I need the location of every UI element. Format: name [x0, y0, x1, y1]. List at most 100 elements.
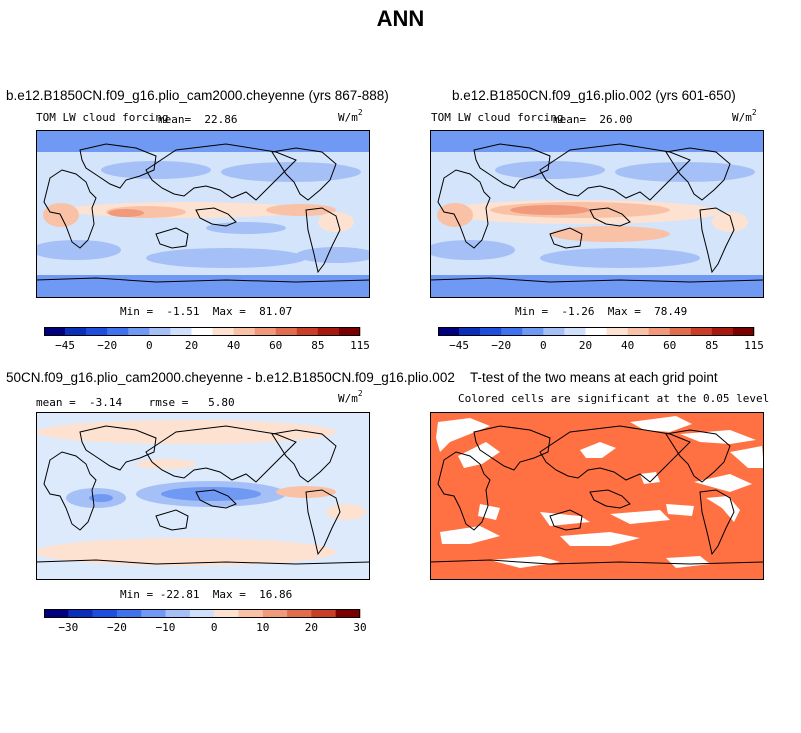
panel2-colorbar-swatch: [648, 327, 671, 336]
panel3-colorbar-swatch: [165, 609, 191, 618]
panel1-colorbar-tick-label: 0: [146, 339, 153, 352]
panel1-colorbar: −45 −20 0 20 40 60 85 115: [44, 327, 370, 352]
panel3-colorbar-swatch: [116, 609, 142, 618]
panel2-map: [430, 130, 764, 298]
panel1-colorbar-swatch: [212, 327, 234, 336]
panel1-colorbar-swatch: [170, 327, 192, 336]
panel3-colorbar-swatch: [68, 609, 93, 618]
panel2-stats: Min = -1.26 Max = 78.49: [515, 305, 688, 318]
panel1-colorbar-tick-label: −45: [55, 339, 75, 352]
panel4-coastlines: [430, 425, 764, 565]
panel4-title: T-test of the two means at each grid poi…: [470, 370, 718, 385]
panel1-colorbar-swatch: [275, 327, 298, 336]
panel2-colorbar-swatch: [543, 327, 565, 336]
panel2-mean-label: mean= 26.00: [553, 113, 633, 126]
panel2-colorbar-swatch: [438, 327, 460, 336]
panel3-title: 50CN.f09_g16.plio_cam2000.cheyenne - b.e…: [6, 370, 455, 385]
panel1-field: [36, 130, 370, 298]
panel1-colorbar-swatch: [44, 327, 66, 336]
panel1-colorbar-tick-label: 40: [227, 339, 240, 352]
panel2-colorbar-swatch: [732, 327, 755, 336]
panel3-colorbar-tick-label: −20: [107, 621, 127, 634]
panel1-colorbar-tick-label: 85: [311, 339, 324, 352]
panel3-colorbar-tick-label: −10: [156, 621, 176, 634]
panel1-units: W/m2: [338, 108, 363, 124]
panel1-colorbar-swatch: [149, 327, 171, 336]
panel1-colorbar-swatch: [317, 327, 340, 336]
panel2-colorbar-swatch: [711, 327, 734, 336]
panel2-variable-label: TOM LW cloud forcing: [431, 111, 564, 124]
panel1-colorbar-tick-label: 60: [269, 339, 282, 352]
panel3-coastlines: [36, 425, 370, 565]
panel3-colorbar-swatch: [311, 609, 336, 618]
panel1-stats: Min = -1.51 Max = 81.07: [120, 305, 293, 318]
panel4-nonsignificant-cells: [436, 416, 764, 568]
panel1-colorbar-tick-label: 115: [350, 339, 370, 352]
panel3-colorbar-tick-label: 10: [256, 621, 269, 634]
panel3-field: [36, 420, 366, 566]
panel3-colorbar: −30 −20 −10 0 10 20 30: [44, 609, 367, 634]
panel1-colorbar-swatch: [254, 327, 277, 336]
panel3-mean-rmse: mean = -3.14 rmse = 5.80: [36, 396, 235, 409]
panel1-colorbar-tick-label: 20: [185, 339, 198, 352]
panel3-map: [36, 412, 370, 580]
panel1-variable-label: TOM LW cloud forcing: [36, 111, 169, 124]
panel1-colorbar-swatch: [296, 327, 319, 336]
panel3-colorbar-swatch: [141, 609, 166, 618]
panel2-colorbar-tick-label: −20: [491, 339, 511, 352]
panel2-colorbar-tick-label: 20: [579, 339, 592, 352]
panel2-units: W/m2: [732, 108, 757, 124]
panel1-colorbar-swatch: [128, 327, 150, 336]
panel3-colorbar-tick-label: −30: [58, 621, 78, 634]
panel2-colorbar-swatch: [627, 327, 649, 336]
panel1-colorbar-frame: [44, 327, 360, 336]
panel2-colorbar-swatch: [669, 327, 692, 336]
panel2-colorbar-swatch: [585, 327, 607, 336]
panel3-colorbar-swatch: [287, 609, 312, 618]
panel2-colorbar-tick-label: 0: [540, 339, 547, 352]
panel3-colorbar-swatch: [214, 609, 239, 618]
panel2-coastlines: [430, 143, 764, 283]
panel4-map: [430, 412, 764, 580]
page-title: ANN: [376, 6, 425, 31]
panel2-colorbar-tick-label: 115: [744, 339, 764, 352]
panel2-colorbar-tick-label: 85: [705, 339, 718, 352]
panel4-subtitle: Colored cells are significant at the 0.0…: [458, 392, 770, 405]
panel1-colorbar-swatch: [338, 327, 361, 336]
panel3-colorbar-swatch: [262, 609, 288, 618]
panel2-colorbar-swatch: [501, 327, 523, 336]
panel1-mean-label: mean= 22.86: [158, 113, 238, 126]
panel1-title: b.e12.B1850CN.f09_g16.plio_cam2000.cheye…: [6, 88, 389, 103]
panel2-colorbar-tick-label: 60: [663, 339, 676, 352]
panel3-colorbar-tick-label: 20: [305, 621, 318, 634]
panel2-colorbar-tick-label: 40: [621, 339, 634, 352]
panel3-colorbar-tick-label: 30: [353, 621, 366, 634]
panel3-colorbar-swatch: [92, 609, 118, 618]
panel1-map: [36, 130, 370, 298]
panel3-colorbar-swatch: [189, 609, 215, 618]
panel2-colorbar-swatch: [459, 327, 481, 336]
panel2-colorbar-swatch: [564, 327, 586, 336]
panel2-colorbar-swatch: [480, 327, 502, 336]
panel2-colorbar-swatch: [606, 327, 628, 336]
panel3-colorbar-frame: [44, 609, 360, 618]
panel2-colorbar-tick-label: −45: [449, 339, 469, 352]
panel2-colorbar-swatch: [690, 327, 713, 336]
panel3-units: W/m2: [338, 389, 363, 405]
panel1-colorbar-swatch: [191, 327, 213, 336]
panel3-colorbar-swatch: [335, 609, 361, 618]
panel3-colorbar-swatch: [44, 609, 69, 618]
panel3-colorbar-tick-label: 0: [211, 621, 218, 634]
panel2-colorbar: −45 −20 0 20 40 60 85 115: [438, 327, 764, 352]
panel1-colorbar-swatch: [65, 327, 87, 336]
panel1-coastlines: [36, 143, 370, 283]
panel1-colorbar-tick-label: −20: [97, 339, 117, 352]
panel2-colorbar-frame: [438, 327, 754, 336]
panel1-colorbar-swatch: [107, 327, 129, 336]
panel2-colorbar-swatch: [522, 327, 544, 336]
panel3-stats: Min = -22.81 Max = 16.86: [120, 588, 293, 601]
panel1-colorbar-swatch: [86, 327, 108, 336]
panel1-colorbar-swatch: [233, 327, 255, 336]
panel2-title: b.e12.B1850CN.f09_g16.plio.002 (yrs 601-…: [452, 88, 736, 103]
panel3-colorbar-swatch: [238, 609, 264, 618]
